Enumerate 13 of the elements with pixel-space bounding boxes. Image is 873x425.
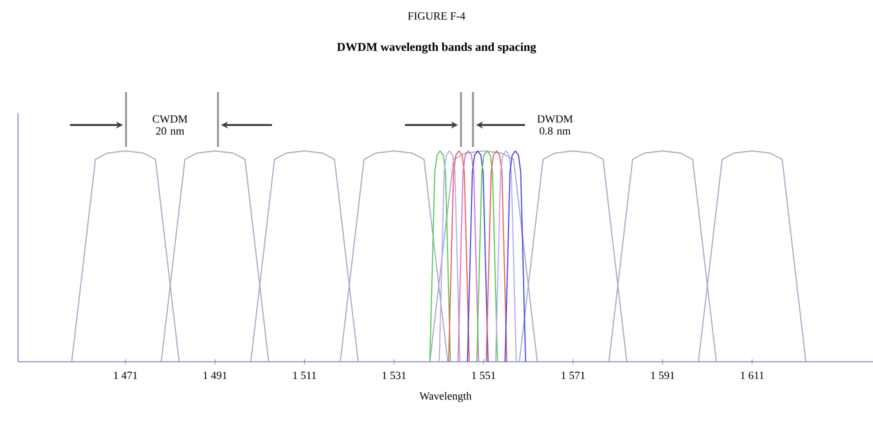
x-tick-label: 1 591 xyxy=(651,372,674,380)
x-tick-label: 1 471 xyxy=(114,372,138,379)
chart-title: DWDM wavelength bands and spacing xyxy=(337,42,536,54)
text: FIGURE F-4 xyxy=(408,12,466,20)
text: DWDM 0.8 nm xyxy=(537,115,573,135)
x-tick-label: 1 551 xyxy=(472,372,496,380)
x-tick-label: 1 531 xyxy=(382,372,406,380)
text: CWDM 20 nm xyxy=(152,115,188,135)
x-tick-label: 1 491 xyxy=(204,372,227,380)
x-axis-title: Wavelength xyxy=(419,392,472,402)
x-tick-label: 1 571 xyxy=(562,372,585,380)
x-tick-label: 1 611 xyxy=(740,372,764,380)
x-tick-label: 1 511 xyxy=(293,372,316,380)
